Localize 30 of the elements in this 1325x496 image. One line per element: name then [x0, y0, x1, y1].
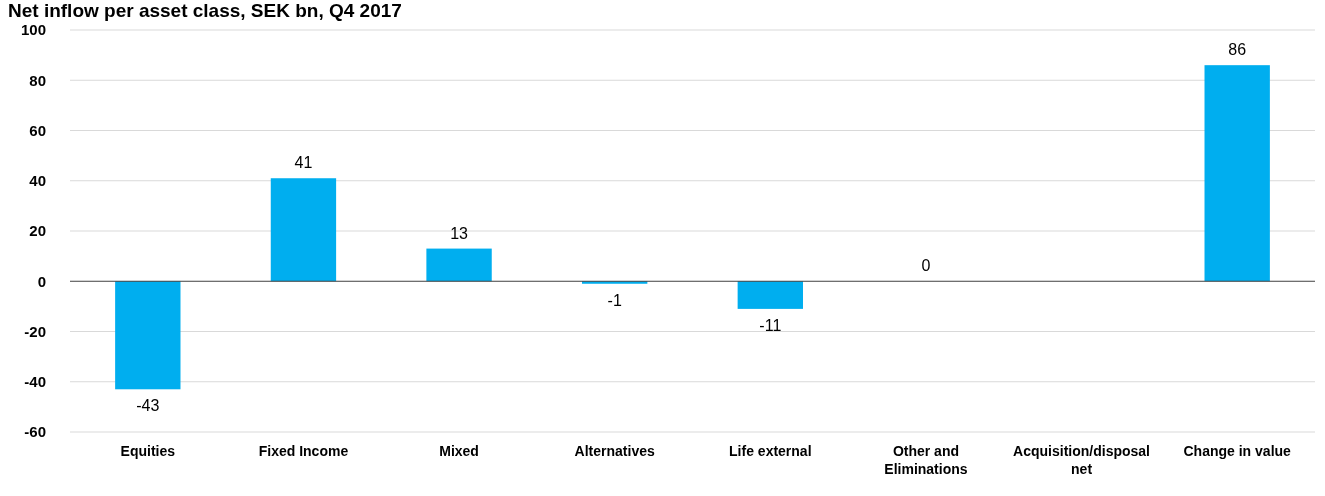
bar	[426, 248, 492, 282]
x-tick-label: Mixed	[439, 443, 479, 459]
data-label: 41	[294, 154, 313, 172]
data-label: 13	[450, 224, 469, 242]
bar	[115, 281, 181, 390]
bar	[1204, 65, 1270, 282]
y-tick-label: -40	[24, 373, 46, 390]
y-tick-label: -20	[24, 322, 46, 340]
y-tick-label: 100	[20, 21, 46, 39]
x-tick-label: Other and Eliminations	[884, 443, 968, 477]
y-tick-label: 80	[29, 71, 46, 89]
x-tick-label: Fixed Income	[258, 443, 349, 459]
bar	[270, 178, 337, 282]
y-tick-label: -60	[24, 423, 46, 441]
x-tick-label: Acquisition/disposal net	[1013, 443, 1151, 477]
chart-title: Net inflow per asset class, SEK bn, Q4 2017	[8, 0, 402, 21]
x-tick-label: Equities	[120, 443, 176, 459]
y-tick-label: 60	[29, 121, 46, 139]
x-tick-label: Alternatives	[574, 443, 655, 459]
data-label: -43	[136, 397, 160, 415]
y-tick-label: 0	[37, 272, 46, 290]
data-label: -1	[607, 291, 622, 309]
data-label: 0	[921, 257, 931, 275]
bar	[737, 281, 803, 309]
data-label: -11	[759, 316, 782, 334]
y-tick-label: 20	[29, 222, 46, 240]
y-tick-label: 40	[29, 172, 46, 189]
x-tick-label: Life external	[729, 443, 812, 459]
data-label: 86	[1228, 41, 1247, 59]
x-tick-label: Change in value	[1183, 443, 1292, 459]
